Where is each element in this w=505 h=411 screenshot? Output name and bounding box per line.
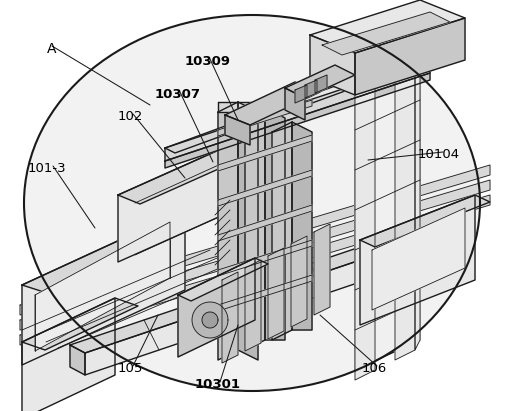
Text: 101-3: 101-3	[28, 162, 67, 175]
Text: 10307: 10307	[155, 88, 201, 101]
Polygon shape	[218, 205, 312, 241]
Polygon shape	[245, 260, 261, 351]
Polygon shape	[218, 240, 312, 276]
Polygon shape	[70, 220, 455, 353]
Polygon shape	[314, 224, 330, 315]
Polygon shape	[222, 272, 238, 363]
Text: 10104: 10104	[418, 148, 460, 161]
Polygon shape	[285, 88, 305, 120]
Polygon shape	[265, 108, 285, 340]
Polygon shape	[165, 55, 430, 153]
Polygon shape	[20, 180, 490, 330]
Polygon shape	[415, 30, 420, 350]
Polygon shape	[310, 0, 465, 53]
Text: 102: 102	[118, 110, 143, 123]
Polygon shape	[355, 18, 465, 95]
Polygon shape	[22, 298, 115, 411]
Polygon shape	[305, 80, 317, 98]
Polygon shape	[355, 60, 375, 380]
Text: A: A	[47, 42, 57, 56]
Polygon shape	[20, 165, 490, 315]
Polygon shape	[118, 128, 290, 204]
Polygon shape	[218, 135, 312, 171]
Polygon shape	[225, 115, 250, 145]
Ellipse shape	[24, 15, 480, 391]
Polygon shape	[165, 60, 430, 161]
Polygon shape	[360, 195, 490, 247]
Polygon shape	[22, 210, 210, 293]
Polygon shape	[218, 102, 238, 360]
Polygon shape	[218, 275, 312, 311]
Polygon shape	[268, 248, 284, 339]
Polygon shape	[85, 228, 455, 375]
Text: 10301: 10301	[195, 378, 241, 391]
Polygon shape	[245, 108, 265, 350]
Polygon shape	[165, 73, 430, 168]
Polygon shape	[372, 208, 465, 310]
Text: 106: 106	[362, 362, 387, 375]
Polygon shape	[218, 170, 312, 206]
Polygon shape	[295, 85, 307, 103]
Polygon shape	[178, 258, 255, 357]
Text: 105: 105	[118, 362, 143, 375]
Polygon shape	[35, 222, 170, 351]
Polygon shape	[310, 35, 355, 95]
Polygon shape	[22, 298, 138, 350]
Polygon shape	[178, 258, 268, 301]
Polygon shape	[238, 102, 258, 360]
Polygon shape	[218, 100, 312, 136]
Polygon shape	[272, 122, 292, 340]
Polygon shape	[225, 82, 320, 125]
Polygon shape	[22, 210, 185, 365]
Polygon shape	[118, 128, 268, 262]
Polygon shape	[355, 40, 420, 370]
Polygon shape	[322, 12, 450, 55]
Polygon shape	[291, 236, 307, 327]
Polygon shape	[70, 345, 85, 375]
Polygon shape	[285, 65, 355, 98]
Polygon shape	[218, 102, 258, 112]
Polygon shape	[20, 195, 490, 345]
Polygon shape	[360, 195, 475, 325]
Polygon shape	[202, 312, 218, 328]
Polygon shape	[292, 122, 312, 330]
Polygon shape	[315, 75, 327, 93]
Polygon shape	[192, 302, 228, 338]
Polygon shape	[395, 40, 415, 360]
Text: 10309: 10309	[185, 55, 231, 68]
